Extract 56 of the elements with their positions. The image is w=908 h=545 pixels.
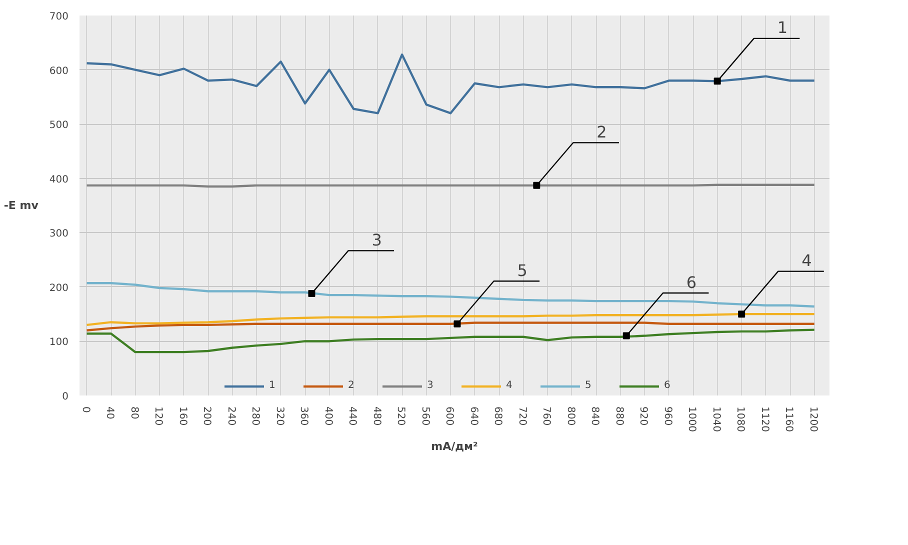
x-tick-label: 800 xyxy=(564,406,576,426)
annotation: 3 xyxy=(372,230,382,250)
line-series xyxy=(86,328,816,354)
x-tick-label: 0 xyxy=(80,406,91,413)
y-axis-title: -E mv xyxy=(4,199,40,212)
x-tick-label: 1040 xyxy=(710,406,722,432)
x-tick-label: 1160 xyxy=(783,406,794,432)
line-series xyxy=(86,53,816,114)
y-tick-label: 700 xyxy=(49,12,69,22)
x-axis-title: mA/дм² xyxy=(431,440,478,453)
x-tick-label: 120 xyxy=(152,406,164,426)
y-tick-label: 200 xyxy=(49,282,69,294)
y-tick-label: 0 xyxy=(62,392,69,402)
legend-label: 6 xyxy=(664,380,672,391)
x-tick-label: 1120 xyxy=(758,406,770,432)
x-tick-label: 920 xyxy=(638,406,649,426)
legend-label: 4 xyxy=(506,380,514,391)
x-tick-label: 640 xyxy=(468,406,479,426)
x-tick-label: 760 xyxy=(540,406,552,426)
x-tick-label: 840 xyxy=(589,406,600,426)
x-tick-label: 560 xyxy=(419,406,430,426)
line-series xyxy=(86,322,816,332)
x-tick-label: 880 xyxy=(613,406,624,426)
x-tick-label: 480 xyxy=(370,406,382,426)
annotation: 1 xyxy=(777,18,788,38)
legend-label: 3 xyxy=(427,380,434,391)
x-tick-label: 80 xyxy=(128,406,140,420)
annotation: 5 xyxy=(517,260,528,280)
x-tick-label: 680 xyxy=(492,406,504,426)
legend-label: 2 xyxy=(348,380,356,391)
annotation: 4 xyxy=(802,251,812,270)
y-tick-label: 500 xyxy=(49,120,69,132)
x-tick-label: 400 xyxy=(322,406,334,426)
x-tick-label: 1200 xyxy=(807,406,818,432)
legend-label: 1 xyxy=(269,380,276,391)
x-tick-label: 1080 xyxy=(734,406,746,432)
x-tick-label: 200 xyxy=(201,406,212,426)
x-tick-label: 960 xyxy=(662,406,673,426)
x-tick-label: 40 xyxy=(104,406,116,420)
x-tick-label: 240 xyxy=(225,406,236,426)
x-tick-label: 440 xyxy=(346,406,358,426)
x-tick-label: 600 xyxy=(444,406,455,426)
annotation: 2 xyxy=(596,122,607,142)
y-tick-label: 600 xyxy=(49,66,69,77)
annotation: 6 xyxy=(686,272,697,292)
x-tick-label: 360 xyxy=(298,406,310,426)
x-tick-label: 720 xyxy=(516,406,528,426)
x-tick-label: 1000 xyxy=(686,406,698,432)
y-tick-label: 400 xyxy=(49,174,69,186)
x-tick-label: 280 xyxy=(250,406,261,426)
x-tick-label: 320 xyxy=(274,406,285,426)
x-tick-label: 160 xyxy=(176,406,188,426)
legend-label: 5 xyxy=(585,380,592,391)
x-tick-label: 520 xyxy=(395,406,406,426)
y-tick-label: 100 xyxy=(49,337,69,348)
y-tick-label: 300 xyxy=(49,228,69,240)
